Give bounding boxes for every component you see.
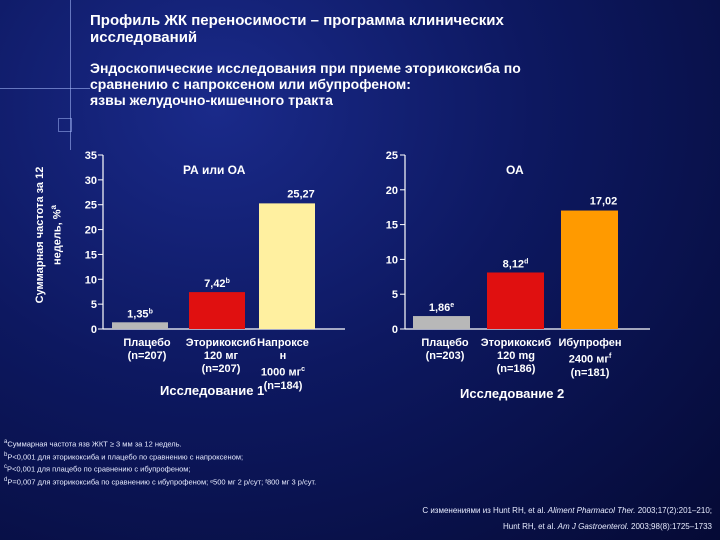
bar-value-label-sup: e <box>450 302 454 309</box>
bar-placebo <box>112 322 168 329</box>
category-label-line: Эторикоксиб <box>480 337 552 349</box>
chart-study-2: 0 5 10 15 20 25 1,86e 8,12d 17,02 <box>386 150 650 336</box>
title-line-1: Профиль ЖК переносимости – программа кли… <box>90 12 504 29</box>
reference-1-journal: Aliment Pharmacol Ther. <box>547 506 636 515</box>
category-label-line: (n=203) <box>425 350 465 362</box>
category-label-line: Ибупрофен <box>558 337 622 349</box>
bar-value-label: 17,02 <box>590 196 618 208</box>
reference-2-suffix: 2003;98(8):1725–1733 <box>628 522 712 531</box>
page-subtitle: Эндоскопические исследования при приеме … <box>90 60 650 108</box>
decorative-line-horizontal <box>0 88 90 89</box>
category-label: Эторикоксиб 120 мг (n=207) <box>176 337 266 376</box>
footnote-a: aСуммарная частота язв ЖКТ ≥ 3 мм за 12 … <box>4 437 316 450</box>
study-label-1: Исследование 1 <box>160 383 265 398</box>
category-label-line: (n=207) <box>127 350 167 362</box>
footnote-b-text: P<0,001 для эторикоксиба и плацебо по ср… <box>7 452 244 461</box>
y-tick-label: 10 <box>386 254 398 266</box>
y-tick-label: 0 <box>392 324 398 336</box>
bar-value-label-sup: d <box>524 258 528 265</box>
panel-title-study-2: ОА <box>506 163 524 177</box>
category-label-line: Напроксе <box>257 337 309 349</box>
y-tick-label: 20 <box>85 225 97 237</box>
bar-ibuprofen <box>561 210 618 329</box>
reference-1-suffix: 2003;17(2):201–210; <box>635 506 712 515</box>
category-label-line: 120 mg <box>497 350 535 362</box>
category-label-line: Эторикоксиб <box>185 337 257 349</box>
category-label-line: 1000 мгc <box>260 366 306 379</box>
y-tick-label: 5 <box>392 289 398 301</box>
footnote-d: dP=0,007 для эторикоксиба по сравнению с… <box>4 475 316 488</box>
y-tick-label: 35 <box>85 150 97 162</box>
category-label-line: 2400 мгf <box>568 353 612 366</box>
bar-etoricoxib <box>487 272 544 329</box>
footnote-d-sup: d <box>4 476 8 483</box>
subtitle-line-2: сравнению с напроксеном или ибупрофеном: <box>90 76 411 92</box>
y-tick-label: 25 <box>85 200 97 212</box>
decorative-line-vertical <box>70 0 71 150</box>
y-tick-label: 10 <box>85 274 97 286</box>
y-tick-label: 20 <box>386 185 398 197</box>
footnote-b-sup: b <box>4 451 8 458</box>
y-tick-label: 30 <box>85 175 97 187</box>
bar-etoricoxib <box>189 292 245 329</box>
y-tick-label: 15 <box>386 220 398 232</box>
references: С изменениями из Hunt RH, et al. Aliment… <box>422 503 712 535</box>
footnote-d-text: P=0,007 для эторикоксиба по сравнению с … <box>7 477 317 486</box>
reference-2-journal: Am J Gastroenterol. <box>557 522 629 531</box>
bar-placebo <box>413 316 470 329</box>
category-label-line: (n=184) <box>263 379 303 392</box>
category-label-line: 120 мг <box>203 350 239 362</box>
y-tick-label: 5 <box>91 299 97 311</box>
reference-1-prefix: С изменениями из Hunt RH, et al. <box>422 506 548 515</box>
category-label-line: Плацебо <box>421 337 469 349</box>
category-label-sup: c <box>301 366 306 373</box>
reference-2-prefix: Hunt RH, et al. <box>502 522 558 531</box>
footnote-c-text: P<0,001 для плацебо по сравнению с ибупр… <box>7 464 191 474</box>
bar-value-label-sup: b <box>149 308 153 315</box>
footnote-b: bP<0,001 для эторикоксиба и плацебо по с… <box>4 450 316 463</box>
category-label-line: (n=186) <box>496 363 536 375</box>
chart-study-1: 0 5 10 15 20 25 30 35 1,35b 7,42b 25,27 <box>85 150 345 336</box>
decorative-square <box>58 118 72 132</box>
category-label-line: н <box>279 350 287 362</box>
title-line-2: исследований <box>90 29 198 46</box>
footnotes: aСуммарная частота язв ЖКТ ≥ 3 мм за 12 … <box>4 437 316 487</box>
reference-2: Hunt RH, et al. Am J Gastroenterol. 2003… <box>422 519 712 535</box>
bar-value-label-sup: b <box>226 278 230 285</box>
bar-value-label: 7,42b <box>204 278 230 290</box>
bar-value-label: 25,27 <box>287 188 315 200</box>
category-label-line: (n=207) <box>201 363 241 375</box>
footnote-c-sup: c <box>4 464 7 470</box>
category-label-sup: f <box>608 353 612 360</box>
footnote-a-text: Суммарная частота язв ЖКТ ≥ 3 мм за 12 н… <box>7 439 182 449</box>
category-label: Плацебо (n=207) <box>102 337 192 363</box>
bar-value-label: 1,86e <box>429 302 454 314</box>
bar-naproxen <box>259 203 315 329</box>
y-tick-label: 0 <box>91 324 97 336</box>
y-tick-label: 25 <box>386 150 398 162</box>
bar-value-label: 8,12d <box>503 258 529 270</box>
category-label-line: (n=181) <box>570 366 610 379</box>
panel-title-study-1: РА или ОА <box>183 163 246 177</box>
page-title: Профиль ЖК переносимости – программа кли… <box>90 12 650 46</box>
category-label: Напроксе н 1000 мгc (n=184) <box>238 337 328 393</box>
bar-value-label: 1,35b <box>127 308 153 320</box>
y-tick-label: 15 <box>85 249 97 261</box>
footnote-c: cP<0,001 для плацебо по сравнению с ибуп… <box>4 462 316 475</box>
footnote-a-sup: a <box>4 439 8 445</box>
subtitle-line-1: Эндоскопические исследования при приеме … <box>90 60 521 76</box>
category-label: Плацебо (n=203) <box>400 337 490 363</box>
study-label-2: Исследование 2 <box>460 386 565 401</box>
subtitle-line-3: язвы желудочно-кишечного тракта <box>90 92 333 108</box>
reference-1: С изменениями из Hunt RH, et al. Aliment… <box>422 503 712 519</box>
category-label: Эторикоксиб 120 mg (n=186) <box>471 337 561 376</box>
category-label: Ибупрофен 2400 мгf (n=181) <box>545 337 635 380</box>
category-label-line: Плацебо <box>123 337 171 349</box>
